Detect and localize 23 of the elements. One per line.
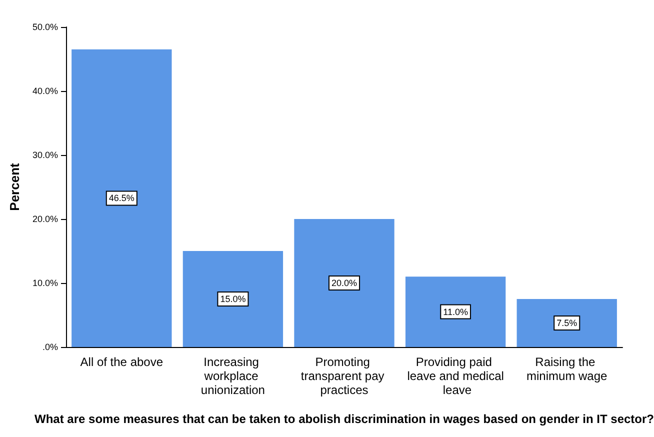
x-axis-title: What are some measures that can be taken to abolish discrimination in wages based on gender in IT sector? bbox=[34, 412, 654, 426]
x-tick-label: Providing paid leave and medical leave bbox=[407, 355, 504, 397]
x-tick-label: All of the above bbox=[80, 355, 164, 369]
y-tick-label: 50.0% bbox=[32, 22, 58, 32]
data-label: 15.0% bbox=[220, 294, 246, 304]
bar bbox=[294, 219, 394, 347]
x-tick-label: Raising the minimum wage bbox=[526, 355, 608, 383]
y-tick-label: 20.0% bbox=[32, 214, 58, 224]
x-tick-label: Increasing workplace unionization bbox=[200, 355, 265, 397]
y-tick-label: .0% bbox=[42, 342, 58, 352]
bar bbox=[405, 276, 506, 347]
y-tick-label: 30.0% bbox=[32, 150, 58, 160]
data-label: 7.5% bbox=[556, 318, 578, 328]
bar bbox=[516, 299, 617, 347]
bar bbox=[182, 251, 284, 347]
y-tick-label: 10.0% bbox=[32, 278, 58, 288]
data-label: 11.0% bbox=[443, 306, 468, 317]
data-label: 20.0% bbox=[331, 278, 358, 288]
bar bbox=[72, 49, 172, 347]
y-tick-label: 40.0% bbox=[32, 86, 58, 96]
y-axis-title: Percent bbox=[7, 162, 22, 211]
x-tick-label: Promoting transparent pay practices bbox=[300, 355, 388, 397]
data-label: 46.5% bbox=[108, 193, 134, 204]
